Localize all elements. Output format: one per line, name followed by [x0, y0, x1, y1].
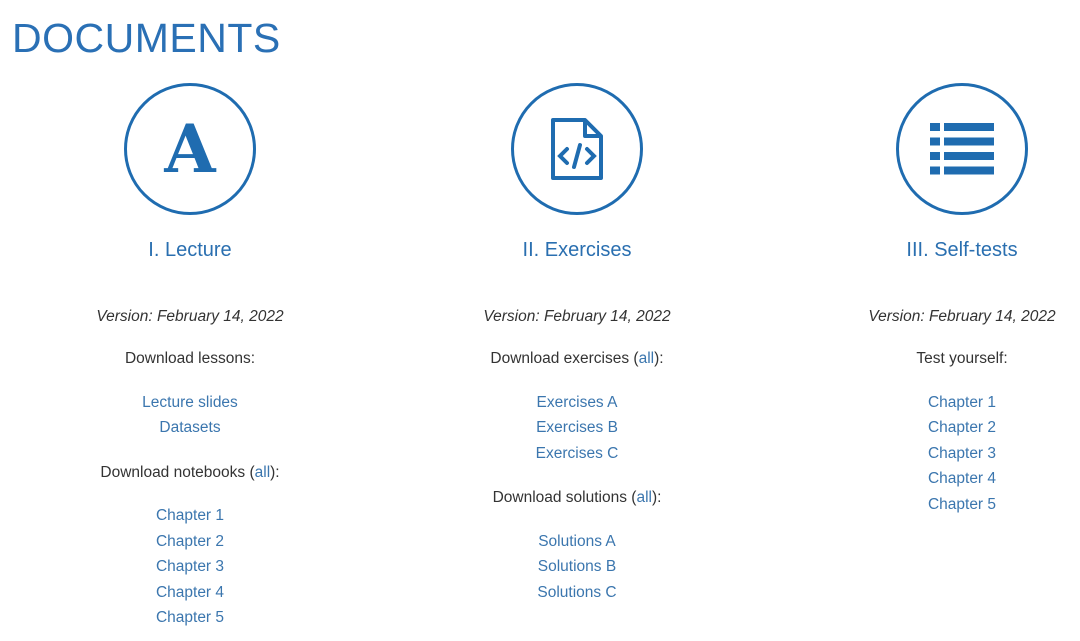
heading-exercises[interactable]: II. Exercises: [522, 239, 632, 261]
link-solutions-c[interactable]: Solutions C: [537, 583, 617, 601]
heading-self-tests[interactable]: III. Self-tests: [906, 239, 1018, 261]
link-lecture-slides[interactable]: Lecture slides: [142, 393, 238, 411]
link-all-exercises[interactable]: all: [638, 350, 655, 367]
link-datasets[interactable]: Datasets: [159, 419, 221, 436]
column-exercises: II. Exercises Version: February 14, 2022…: [397, 83, 757, 605]
link-notebook-chapter-2[interactable]: Chapter 2: [155, 532, 225, 550]
link-solutions-a[interactable]: Solutions A: [538, 532, 616, 550]
link-test-chapter-2[interactable]: Chapter 2: [927, 419, 997, 436]
list-icon: [930, 123, 994, 175]
link-solutions-b[interactable]: Solutions B: [537, 558, 617, 575]
link-test-chapter-3[interactable]: Chapter 3: [927, 444, 997, 462]
section-label: Download notebooks (all):: [100, 463, 280, 481]
column-self-tests: III. Self-tests Version: February 14, 20…: [782, 83, 1080, 517]
section-label: Download exercises (all):: [490, 350, 664, 367]
column-lecture: A I. Lecture Version: February 14, 2022 …: [10, 83, 370, 631]
lecture-icon-circle[interactable]: A: [124, 83, 256, 215]
section-label: Download solutions (all):: [492, 489, 662, 506]
section-label: Test yourself:: [916, 350, 1008, 367]
page-title: DOCUMENTS: [12, 15, 281, 61]
font-letter-a-icon: A: [163, 114, 216, 184]
heading-lecture[interactable]: I. Lecture: [148, 239, 232, 261]
version-text: Version: February 14, 2022: [868, 308, 1056, 325]
link-exercises-b[interactable]: Exercises B: [536, 419, 618, 436]
link-exercises-c[interactable]: Exercises C: [535, 444, 619, 462]
link-notebook-chapter-3[interactable]: Chapter 3: [155, 558, 225, 575]
exercises-icon-circle[interactable]: [511, 83, 643, 215]
link-all-solutions[interactable]: all: [636, 489, 652, 506]
code-file-icon: [551, 118, 603, 180]
section-label: Download lessons:: [124, 350, 256, 367]
version-text: Version: February 14, 2022: [96, 308, 284, 325]
link-notebook-chapter-5[interactable]: Chapter 5: [155, 609, 225, 626]
self-tests-icon-circle[interactable]: [896, 83, 1028, 215]
link-test-chapter-5[interactable]: Chapter 5: [927, 495, 997, 513]
link-all-notebooks[interactable]: all: [254, 463, 271, 481]
link-test-chapter-1[interactable]: Chapter 1: [927, 393, 997, 411]
link-notebook-chapter-1[interactable]: Chapter 1: [155, 507, 225, 524]
link-test-chapter-4[interactable]: Chapter 4: [927, 470, 997, 487]
link-notebook-chapter-4[interactable]: Chapter 4: [155, 583, 225, 601]
version-text: Version: February 14, 2022: [483, 308, 671, 325]
svg-text:A: A: [163, 114, 216, 184]
link-exercises-a[interactable]: Exercises A: [536, 393, 618, 411]
